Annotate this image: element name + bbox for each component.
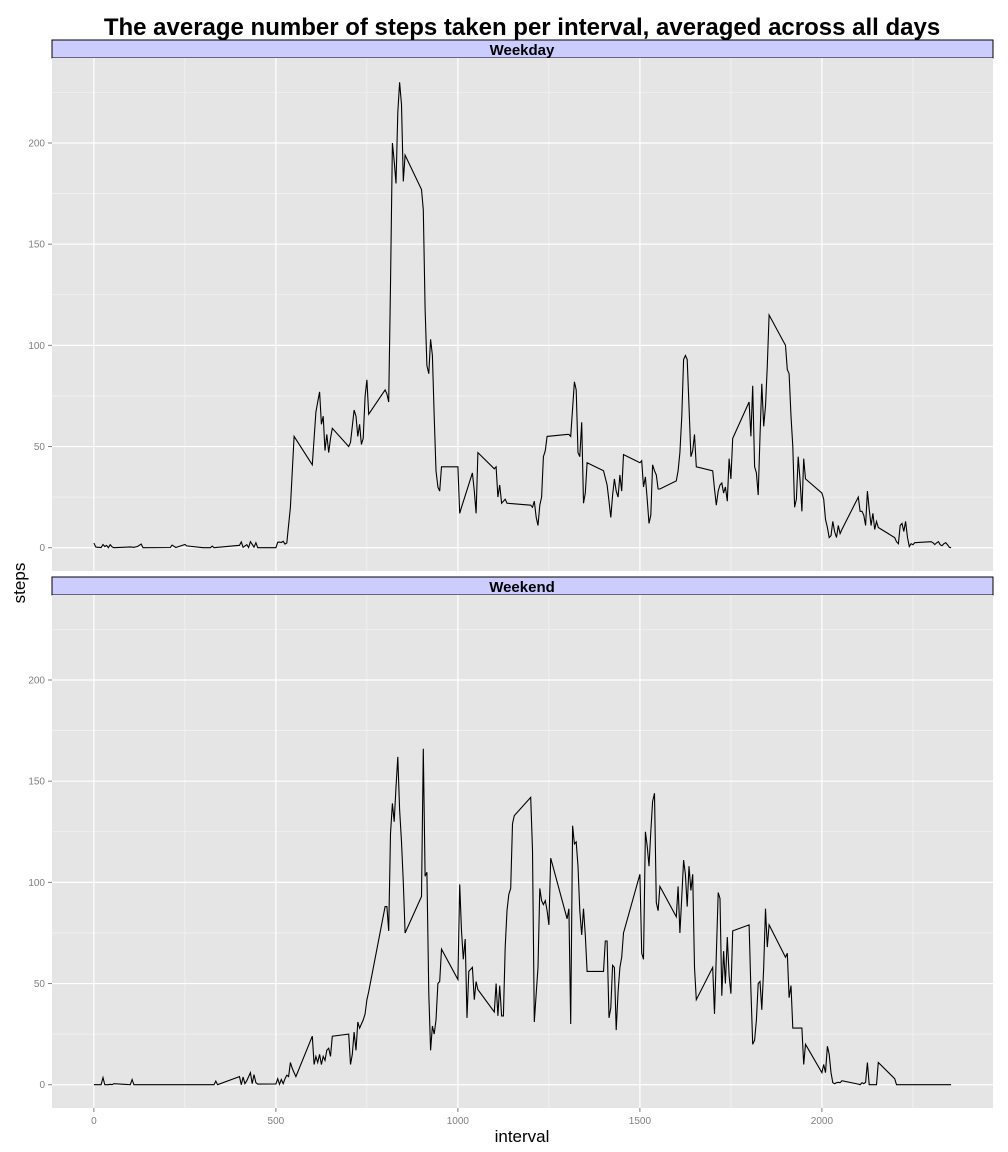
y-ticks-weekend: 0 50 100 150 200: [28, 675, 52, 1091]
panel-background-weekend: [52, 595, 993, 1108]
y-tick-label-weekend: 0: [39, 1080, 45, 1091]
panel-weekend: Weekend 0 50 100 150 200: [28, 576, 994, 1108]
y-tick-label-weekend: 200: [28, 675, 45, 686]
x-tick-label: 0: [91, 1116, 97, 1127]
panel-background-weekday: [52, 58, 993, 571]
y-tick-label-weekday: 200: [28, 138, 45, 149]
y-tick-label-weekend: 150: [28, 777, 45, 788]
strip-label-weekend: Weekend: [489, 579, 555, 596]
series-line-weekend: [93, 748, 952, 1086]
series-line-weekday: [93, 82, 952, 549]
panel-weekday: Weekday 0 50 100 150 200: [28, 39, 994, 571]
y-axis-title: steps: [10, 563, 29, 604]
grid-weekday: [52, 58, 993, 571]
grid-weekend: [52, 595, 993, 1108]
y-tick-label-weekday: 50: [34, 442, 46, 453]
x-tick-label: 1500: [629, 1116, 652, 1127]
y-tick-label-weekend: 50: [34, 979, 46, 990]
x-tick-label: 2000: [811, 1116, 834, 1127]
y-ticks-weekday: 0 50 100 150 200: [28, 138, 52, 554]
x-tick-label: 1000: [447, 1116, 470, 1127]
chart-title: The average number of steps taken per in…: [104, 14, 940, 41]
x-tick-label: 500: [268, 1116, 285, 1127]
y-tick-label-weekday: 0: [39, 543, 45, 554]
y-tick-label-weekday: 100: [28, 341, 45, 352]
x-ticks: 0 500 1000 1500 2000: [91, 1108, 833, 1127]
y-tick-label-weekday: 150: [28, 240, 45, 251]
y-tick-label-weekend: 100: [28, 878, 45, 889]
strip-label-weekday: Weekday: [490, 42, 555, 59]
x-axis-title: interval: [495, 1127, 550, 1146]
